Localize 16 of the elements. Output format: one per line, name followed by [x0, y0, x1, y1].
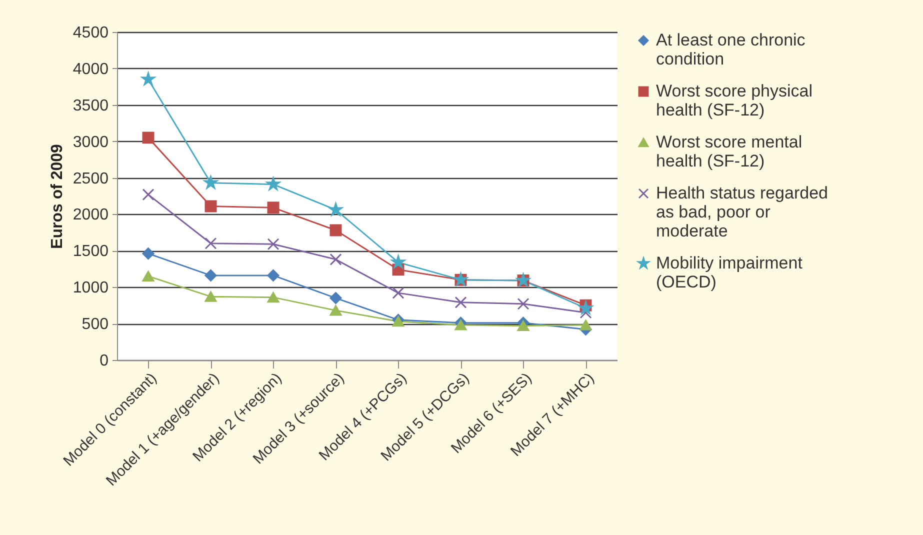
y-tick-label: 4000 — [72, 60, 109, 78]
y-axis-title: Euros of 2009 — [48, 144, 66, 249]
y-tick-label: 2000 — [72, 206, 109, 224]
y-tick-label: 1000 — [72, 280, 109, 297]
legend-label: Health status regarded as bad, poor or moderate — [656, 184, 828, 240]
legend-label: Worst score mental health (SF-12) — [656, 132, 802, 170]
y-tick-label: 3500 — [72, 97, 109, 114]
y-tick-label: 0 — [100, 352, 109, 370]
legend-label: At least one chronic condition — [656, 30, 806, 68]
y-tick-label: 500 — [82, 316, 109, 334]
legend-label: Worst score physical health (SF-12) — [656, 82, 813, 120]
y-tick-label: 2500 — [72, 170, 109, 188]
legend-label: Mobility impairment (OECD) — [656, 254, 803, 292]
y-tick-label: 4500 — [72, 24, 109, 42]
y-tick-label: 3000 — [72, 134, 109, 151]
y-tick-label: 1500 — [72, 243, 109, 260]
